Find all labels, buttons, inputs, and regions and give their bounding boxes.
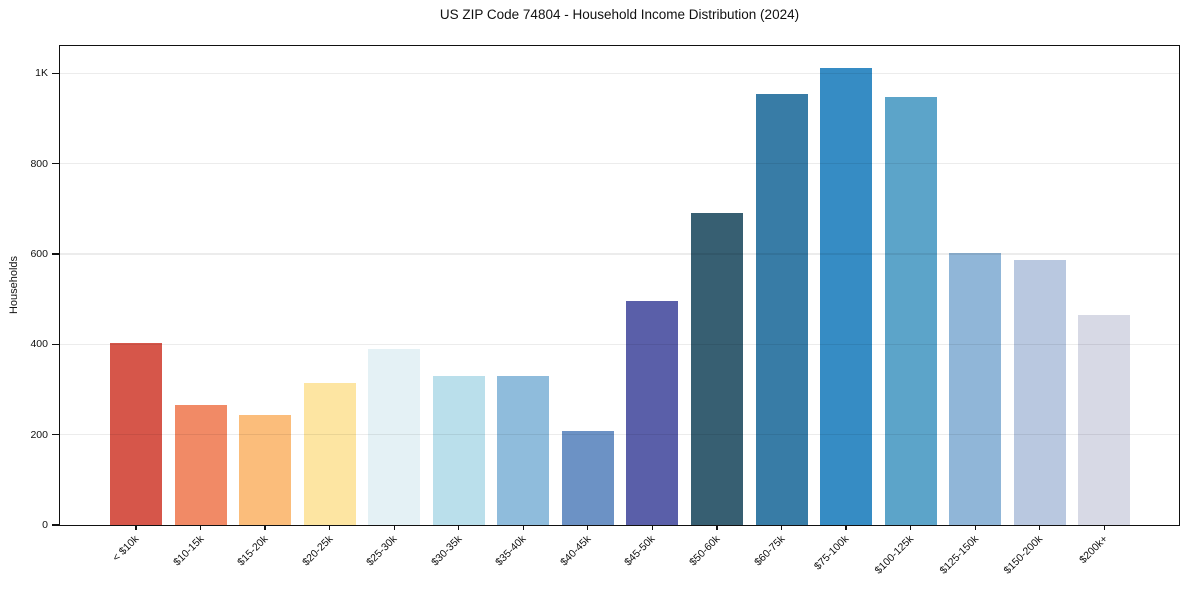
x-tick [135,525,137,530]
plot-area: 0 200 400 600 800 1K [30,45,1180,531]
bar-20-25k [303,382,356,525]
x-tick-label: $75-100k [812,533,852,573]
x-tick [1103,525,1105,530]
chart-title: US ZIP Code 74804 - Household Income Dis… [439,7,800,22]
x-tick [587,525,589,530]
bar-45-50k [626,301,679,525]
y-tick-label: 1K [35,67,48,80]
x-tick-label: $200k+ [1076,533,1110,567]
bar-150-200k [1013,259,1066,525]
y-tick [52,72,60,75]
y-tick [52,434,60,436]
bar-25-30k [368,349,421,525]
x-tick-label: $40-45k [558,533,594,569]
x-tick-label: $30-35k [428,533,465,569]
bar-100-125k [884,97,937,525]
gridline [60,72,1179,75]
x-tick [1039,525,1041,530]
bar-10k [110,343,162,525]
bar-50-60k [690,213,743,525]
x-tick [651,525,654,530]
x-tick [780,525,783,530]
gridline [60,433,1179,436]
gridline [60,343,1179,346]
bar-35-40k [497,375,550,525]
x-tick [264,525,266,530]
x-tick [716,525,718,530]
x-tick-label: $125-150k [937,533,981,577]
bar-15-20k [239,415,292,525]
x-tick [329,525,331,530]
y-tick-label: 600 [30,248,48,261]
x-tick-label: $35-40k [493,533,529,569]
x-tick [458,525,460,530]
x-tick [974,525,976,530]
y-tick-label: 0 [42,519,48,531]
y-tick-label: 200 [30,428,48,441]
bar-30-35k [432,375,485,525]
x-axis-labels: < $10k $10-15k $15-20k $20-25k $25-30k $30-35… [59,533,1180,590]
gridline [60,162,1179,165]
x-tick [845,525,847,530]
x-tick-label: $20-25k [299,533,336,569]
y-tick [52,163,60,165]
y-tick [52,253,60,255]
x-tick [393,525,395,530]
x-tick-label: $50-60k [687,533,723,569]
x-tick-label: $25-30k [364,533,400,569]
bar-75-100k [820,67,873,525]
x-tick-label: $10-15k [170,533,207,569]
bar-40-45k [561,431,614,525]
y-axis-label: Households [8,255,20,315]
x-tick-label: $45-50k [622,533,658,569]
bar-125-150k [949,253,1002,525]
x-tick-label: < $10k [110,533,142,564]
bar-10-15k [174,405,227,525]
y-tick [52,524,60,526]
y-tick-label: 800 [30,157,48,170]
x-tick-label: $150-200k [1001,533,1046,577]
x-tick [199,525,202,530]
x-tick-label: $15-20k [235,533,271,569]
x-tick-label: $100-125k [872,533,917,577]
x-tick [909,525,912,530]
x-tick-label: $60-75k [751,533,787,569]
x-tick [522,525,524,530]
gridline [60,253,1179,255]
bar-200k+ [1078,315,1131,525]
y-tick [52,343,60,345]
bar-60-75k [755,93,808,525]
y-tick-label: 400 [30,338,48,351]
